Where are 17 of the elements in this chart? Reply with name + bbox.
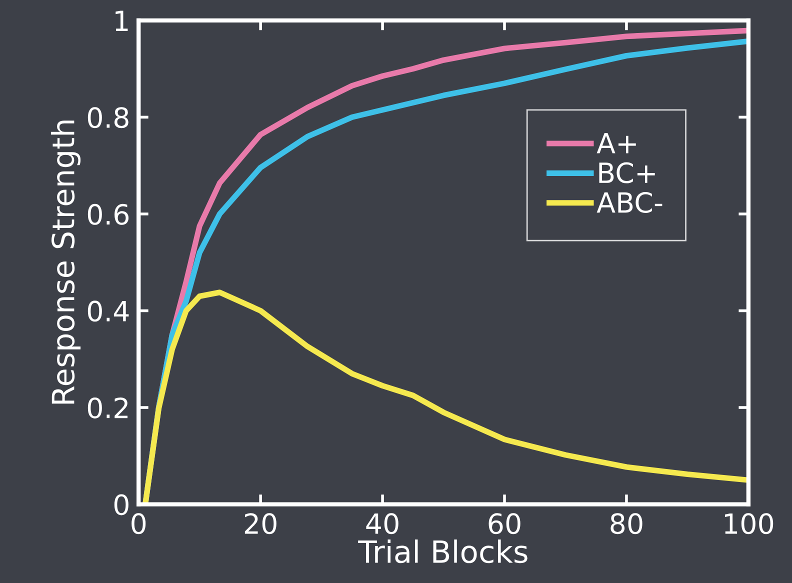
y-tick-label: 0.6 (88, 204, 129, 225)
y-tick-label: 0.2 (88, 397, 128, 418)
legend-label: ABC- (596, 192, 662, 213)
y-tick-label: 0.8 (88, 107, 128, 128)
y-tick-label: 0.4 (88, 300, 129, 322)
x-tick-label: 20 (244, 513, 276, 534)
x-tick-label: 80 (610, 513, 642, 534)
y-axis-title: Response Strength (50, 120, 81, 404)
y-tick-label: 1 (116, 10, 128, 31)
legend-label: A+ (596, 133, 636, 154)
legend-label: BC+ (599, 162, 655, 184)
x-tick-label: 0 (132, 513, 146, 534)
x-axis-title: Trial Blocks (358, 540, 528, 564)
x-tick-label: 100 (724, 513, 774, 534)
x-tick-label: 40 (366, 513, 398, 534)
x-tick-label: 60 (488, 513, 520, 534)
y-tick-label: 0 (114, 494, 128, 516)
